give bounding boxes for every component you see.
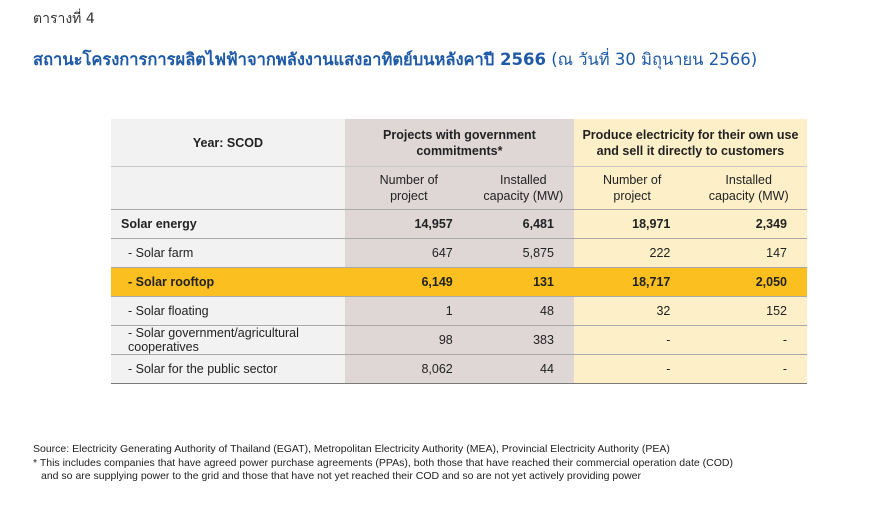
row-value: 147 <box>690 238 807 268</box>
footnote-line-1: * This includes companies that have agre… <box>33 456 733 469</box>
group1-header: Projects with government commitments* <box>344 119 574 167</box>
row-value: 383 <box>472 325 574 355</box>
row-name: - Solar for the public sector <box>111 354 345 384</box>
table-row: - Solar farm 647 5,875 222 147 <box>111 238 807 268</box>
table-header-row: Year: SCOD Projects with government comm… <box>111 119 807 167</box>
table-row: - Solar floating 1 48 32 152 <box>111 296 807 326</box>
table-subheader-row: Number of project Installed capacity (MW… <box>111 166 807 210</box>
row-value: 18,971 <box>573 209 691 239</box>
row-value: 2,050 <box>690 267 807 297</box>
table-row: Solar energy 14,957 6,481 18,971 2,349 <box>111 209 807 239</box>
year-header: Year: SCOD <box>111 119 345 167</box>
page-title: สถานะโครงการการผลิตไฟฟ้าจากพลังงานแสงอาท… <box>33 47 757 73</box>
row-name: Solar energy <box>111 209 345 239</box>
row-value: 32 <box>573 296 691 326</box>
subheader-num-project-2: Number of project <box>573 166 691 210</box>
row-value: 8,062 <box>344 354 473 384</box>
subheader-capacity-2: Installed capacity (MW) <box>690 166 807 210</box>
source-note: Source: Electricity Generating Authority… <box>33 443 670 455</box>
row-name: - Solar rooftop <box>111 267 345 297</box>
row-name: - Solar government/agricultural cooperat… <box>111 325 345 355</box>
row-value: 6,149 <box>344 267 473 297</box>
row-value: 98 <box>344 325 473 355</box>
row-value: 152 <box>690 296 807 326</box>
row-value: 2,349 <box>690 209 807 239</box>
subheader-capacity-1: Installed capacity (MW) <box>472 166 574 210</box>
row-value: 14,957 <box>344 209 473 239</box>
subheader-num-project-1: Number of project <box>344 166 473 210</box>
row-value: 5,875 <box>472 238 574 268</box>
row-value: 1 <box>344 296 473 326</box>
row-value: 44 <box>472 354 574 384</box>
title-main: สถานะโครงการการผลิตไฟฟ้าจากพลังงานแสงอาท… <box>33 50 546 69</box>
table-row: - Solar government/agricultural cooperat… <box>111 325 807 355</box>
row-value: - <box>573 325 691 355</box>
row-value: 18,717 <box>573 267 691 297</box>
row-value: 222 <box>573 238 691 268</box>
solar-status-table: Year: SCOD Projects with government comm… <box>111 119 807 384</box>
row-value: - <box>690 325 807 355</box>
notes: Source: Electricity Generating Authority… <box>33 443 733 484</box>
table-row: - Solar for the public sector 8,062 44 -… <box>111 354 807 384</box>
row-value: 131 <box>472 267 574 297</box>
subheader-blank <box>111 166 345 210</box>
row-value: 6,481 <box>472 209 574 239</box>
row-value: - <box>573 354 691 384</box>
table-label: ตารางที่ 4 <box>33 11 95 27</box>
title-date: (ณ วันที่ 30 มิถุนายน 2566) <box>551 50 758 69</box>
row-name: - Solar farm <box>111 238 345 268</box>
row-name: - Solar floating <box>111 296 345 326</box>
table-row-highlighted: - Solar rooftop 6,149 131 18,717 2,050 <box>111 267 807 297</box>
row-value: 647 <box>344 238 473 268</box>
footnote-line-2: and so are supplying power to the grid a… <box>41 470 642 482</box>
group2-header: Produce electricity for their own use an… <box>573 119 807 167</box>
row-value: 48 <box>472 296 574 326</box>
row-value: - <box>690 354 807 384</box>
